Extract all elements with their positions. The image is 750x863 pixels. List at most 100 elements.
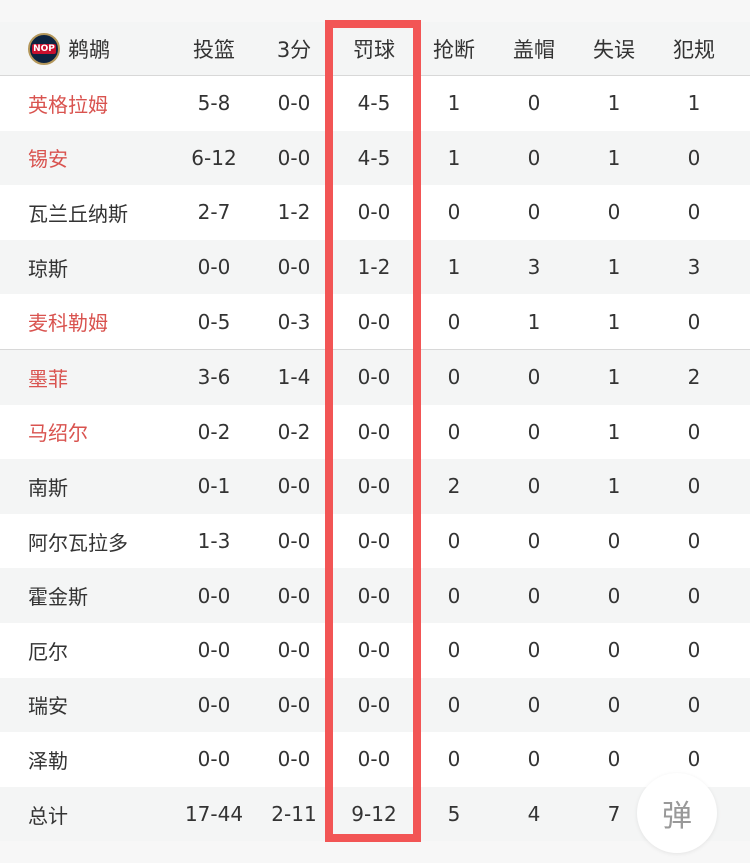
player-name[interactable]: 瓦兰丘纳斯 (28, 201, 128, 226)
column-header[interactable]: 盖帽 (513, 37, 555, 62)
player-row: 瑞安 0-0 0-0 0-0 0 0 0 0 (0, 677, 750, 733)
stat-cell: 0-0 (197, 583, 231, 608)
stat-cell: 0 (527, 200, 541, 225)
stat-cell: 0 (687, 474, 701, 499)
stat-cell: 0-2 (197, 419, 231, 444)
stat-cell: 0 (687, 419, 701, 444)
stat-cell: 0 (447, 638, 461, 663)
stat-cell: 1 (447, 91, 461, 116)
stat-cell: 0-2 (277, 419, 311, 444)
stat-cell: 0-0 (357, 583, 391, 608)
column-header[interactable]: 犯规 (673, 37, 715, 62)
stat-cell: 2 (687, 365, 701, 390)
stat-cell: 1 (687, 91, 701, 116)
stat-cell: 1 (447, 145, 461, 170)
stat-cell: 1 (527, 309, 541, 334)
stat-cell: 0 (607, 638, 621, 663)
stat-cell: 0-0 (357, 692, 391, 717)
stat-cell: 0 (607, 583, 621, 608)
stat-cell: 0 (687, 747, 701, 772)
column-header[interactable]: 3分 (276, 37, 312, 62)
stat-cell: 1 (607, 474, 621, 499)
team-label: NOP 鹈鹕 (28, 32, 110, 65)
stat-cell: 5-8 (197, 91, 231, 116)
team-logo: NOP (28, 32, 60, 65)
player-name[interactable]: 锡安 (28, 147, 68, 172)
stat-cell: 0 (527, 747, 541, 772)
player-row: 霍金斯 0-0 0-0 0-0 0 0 0 0 (0, 568, 750, 623)
stat-cell: 0 (527, 529, 541, 554)
stat-cell: 0 (447, 692, 461, 717)
stat-cell: 1-3 (197, 529, 231, 554)
column-header[interactable]: 罚球 (353, 37, 395, 62)
stat-cell: 0-0 (277, 638, 311, 663)
stat-cell: 7 (607, 802, 621, 827)
stat-cell: 0-5 (197, 309, 231, 334)
player-name[interactable]: 泽勒 (28, 748, 68, 773)
stat-cell: 0-0 (277, 474, 311, 499)
stat-cell: 2-11 (271, 802, 317, 827)
stat-cell: 3 (527, 255, 541, 280)
stat-cell: 0-0 (277, 529, 311, 554)
stat-cell: 0 (447, 583, 461, 608)
stat-cell: 0-0 (197, 692, 231, 717)
stat-cell: 0 (607, 200, 621, 225)
box-score-table: NOP 鹈鹕 投篮 3分 罚球 抢断 盖帽 失误 犯规 英格拉姆 5-8 0-0 4-5 1 0 1 1 锡… (0, 22, 750, 842)
stat-cell: 3 (687, 255, 701, 280)
player-row: 瓦兰丘纳斯 2-7 1-2 0-0 0 0 0 0 (0, 185, 750, 240)
player-name[interactable]: 墨菲 (28, 366, 68, 391)
stat-cell: 0 (527, 474, 541, 499)
player-row: 厄尔 0-0 0-0 0-0 0 0 0 0 (0, 622, 750, 678)
column-header[interactable]: 抢断 (433, 37, 475, 62)
stat-cell: 0 (447, 200, 461, 225)
player-row: 墨菲 3-6 1-4 0-0 0 0 1 2 (0, 349, 750, 405)
total-label: 总计 (28, 803, 68, 828)
stat-cell: 0-3 (277, 309, 311, 334)
stat-cell: 0-0 (197, 255, 231, 280)
stat-cell: 0 (607, 692, 621, 717)
stat-cell: 2 (447, 474, 461, 499)
column-header[interactable]: 投篮 (193, 37, 235, 62)
stat-cell: 1 (607, 365, 621, 390)
stat-cell: 0 (687, 145, 701, 170)
stat-cell: 0-0 (277, 692, 311, 717)
stat-cell: 0 (527, 145, 541, 170)
stat-cell: 1-2 (357, 255, 391, 280)
player-name[interactable]: 厄尔 (28, 639, 68, 664)
total-row: 总计 17-44 2-11 9-12 5 4 7 (0, 786, 750, 842)
stat-cell: 1 (607, 91, 621, 116)
stat-cell: 6-12 (191, 145, 237, 170)
player-row: 英格拉姆 5-8 0-0 4-5 1 0 1 1 (0, 76, 750, 131)
column-header[interactable]: 失误 (593, 37, 635, 62)
player-row: 南斯 0-1 0-0 0-0 2 0 1 0 (0, 459, 750, 514)
player-name[interactable]: 南斯 (28, 475, 68, 500)
stat-cell: 4-5 (357, 91, 391, 116)
stat-cell: 0 (527, 692, 541, 717)
player-name[interactable]: 阿尔瓦拉多 (28, 530, 128, 555)
player-name[interactable]: 瑞安 (28, 694, 68, 719)
stat-cell: 0-0 (197, 638, 231, 663)
stat-cell: 9-12 (351, 802, 397, 827)
danmaku-button[interactable]: 弹 (637, 773, 717, 853)
stat-cell: 0 (687, 638, 701, 663)
stat-cell: 0-0 (357, 747, 391, 772)
stat-cell: 0-0 (357, 365, 391, 390)
stat-cell: 4-5 (357, 145, 391, 170)
player-name[interactable]: 麦科勒姆 (28, 311, 108, 336)
player-name[interactable]: 马绍尔 (28, 421, 88, 446)
player-name[interactable]: 英格拉姆 (28, 92, 108, 117)
table-header: NOP 鹈鹕 投篮 3分 罚球 抢断 盖帽 失误 犯规 (0, 22, 750, 76)
stat-cell: 0-0 (357, 529, 391, 554)
stat-cell: 0 (447, 529, 461, 554)
stat-cell: 0 (687, 583, 701, 608)
stat-cell: 1 (607, 419, 621, 444)
stat-cell: 0-0 (357, 474, 391, 499)
stat-cell: 3-6 (197, 365, 231, 390)
stat-cell: 0 (687, 529, 701, 554)
stat-cell: 0 (607, 747, 621, 772)
player-name[interactable]: 霍金斯 (28, 585, 88, 610)
stat-cell: 0-0 (357, 200, 391, 225)
stat-cell: 4 (527, 802, 541, 827)
stat-cell: 0 (687, 309, 701, 334)
player-name[interactable]: 琼斯 (28, 256, 68, 281)
